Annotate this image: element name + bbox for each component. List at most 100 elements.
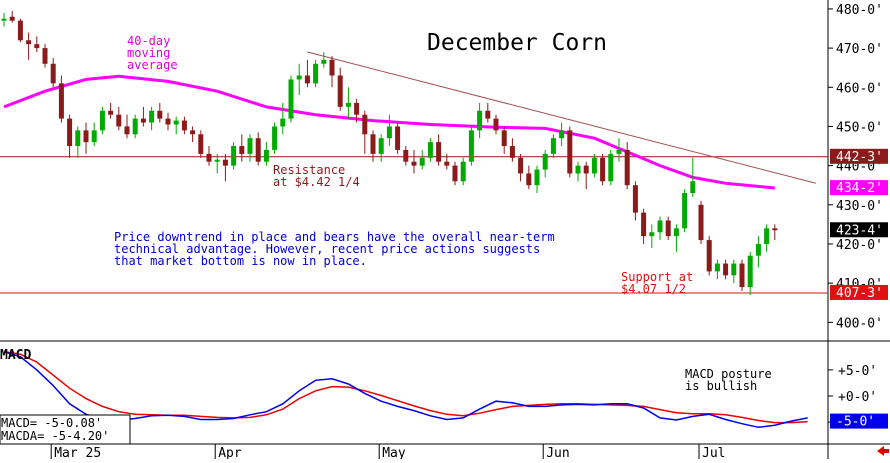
candle-down [452, 165, 458, 182]
price-layer [0, 10, 828, 295]
candle-up [313, 63, 319, 84]
candle-up [345, 102, 351, 107]
candle-down [165, 118, 171, 125]
candle-down [337, 75, 343, 107]
ma-annotation: 40-day moving average [127, 34, 178, 72]
candle-up [559, 130, 565, 139]
candle-up [477, 110, 483, 131]
text-line: is bullish [685, 379, 757, 393]
chart-title: December Corn [427, 30, 607, 56]
market-comment: Price downtrend in place and bears have … [114, 230, 555, 268]
ma-badge-bg [830, 180, 888, 196]
candle-down [9, 16, 15, 21]
candle-up [468, 130, 474, 162]
candle-up [247, 138, 253, 154]
resistance-badge: 442-3' [836, 150, 883, 165]
candle-down [411, 161, 417, 166]
candle-up [673, 228, 679, 237]
candle-down [501, 130, 507, 147]
time-axis-label: May [382, 446, 406, 459]
candle-down [706, 240, 712, 272]
candle-down [42, 48, 48, 64]
candle-down [641, 212, 647, 237]
candle-down [116, 114, 122, 127]
candle-down [239, 146, 245, 154]
candle-down [190, 130, 196, 135]
downtrend-line [307, 51, 816, 184]
candle-down [665, 220, 671, 237]
candle-up [764, 228, 770, 244]
candle-down [370, 134, 376, 154]
candle-up [132, 118, 138, 135]
resistance-badge-bg [830, 148, 888, 164]
text-line: MACD posture [685, 367, 772, 381]
candle-down [444, 161, 450, 166]
macd-label: MACD [0, 348, 31, 363]
candle-down [600, 157, 606, 182]
price-tick-label: 420-0' [836, 238, 883, 253]
candle-up [214, 159, 220, 162]
macd-annotation: MACD posture is bullish [685, 367, 772, 393]
candle-up [747, 255, 753, 288]
candle-up [657, 220, 663, 233]
candle-down [395, 126, 401, 150]
candle-down [583, 165, 589, 174]
price-tick-label: 400-0' [836, 316, 883, 331]
price-tick-label: 470-0' [836, 42, 883, 57]
candle-down [181, 120, 187, 131]
candle-down [403, 149, 409, 162]
candle-down [632, 185, 638, 213]
candle-up [575, 165, 581, 174]
candle-up [460, 161, 466, 182]
candle-up [608, 153, 614, 182]
text-line: that market bottom is now in place. [114, 254, 367, 268]
candle-down [509, 146, 515, 158]
candle-down [304, 75, 310, 84]
candle-up [649, 232, 655, 237]
text-line: $4.07 1/2 [621, 282, 686, 296]
text-line: Resistance [273, 163, 345, 177]
candle-up [714, 263, 720, 272]
candle-down [222, 159, 228, 166]
support-annotation: Support at $4.07 1/2 [621, 270, 693, 296]
price-tick-label: 430-0' [836, 199, 883, 214]
candle-up [386, 126, 392, 139]
candle-down [354, 102, 360, 115]
candle-up [591, 157, 597, 174]
text-line: 40-day [127, 34, 170, 48]
text-line: technical advantage. However, recent pri… [114, 242, 540, 256]
candle-down [34, 44, 40, 49]
candle-up [427, 142, 433, 158]
candle-down [124, 126, 130, 135]
candle-down [67, 118, 73, 147]
candle-down [493, 118, 499, 131]
candle-down [723, 263, 729, 276]
candle-down [50, 63, 56, 84]
candle-down [362, 114, 368, 135]
time-axis-label: Jun [546, 446, 569, 459]
macd-tick-label: +0-0' [838, 390, 877, 405]
macd-layer [3, 350, 808, 429]
candle-down [485, 110, 491, 119]
candle-down [329, 59, 335, 76]
candle-up [542, 153, 548, 170]
candle-down [436, 142, 442, 162]
candle-up [149, 110, 155, 123]
text-line: average [127, 58, 178, 72]
text-line: at $4.42 1/4 [273, 175, 360, 189]
price-tick-label: 460-0' [836, 81, 883, 96]
candle-down [518, 157, 524, 174]
candle-up [91, 130, 97, 143]
macd-readout: MACD= -5-0.08' [1, 416, 102, 430]
candle-up [550, 138, 556, 154]
moving-average-line [3, 74, 775, 190]
time-axis-label: Mar 25 [54, 446, 101, 459]
macd-tick-label: +5-0' [838, 364, 877, 379]
candle-up [296, 75, 302, 80]
candle-up [99, 110, 105, 131]
candle-up [419, 157, 425, 166]
candle-up [690, 181, 696, 194]
back-arrow-icon [877, 446, 889, 456]
candle-down [198, 134, 204, 154]
